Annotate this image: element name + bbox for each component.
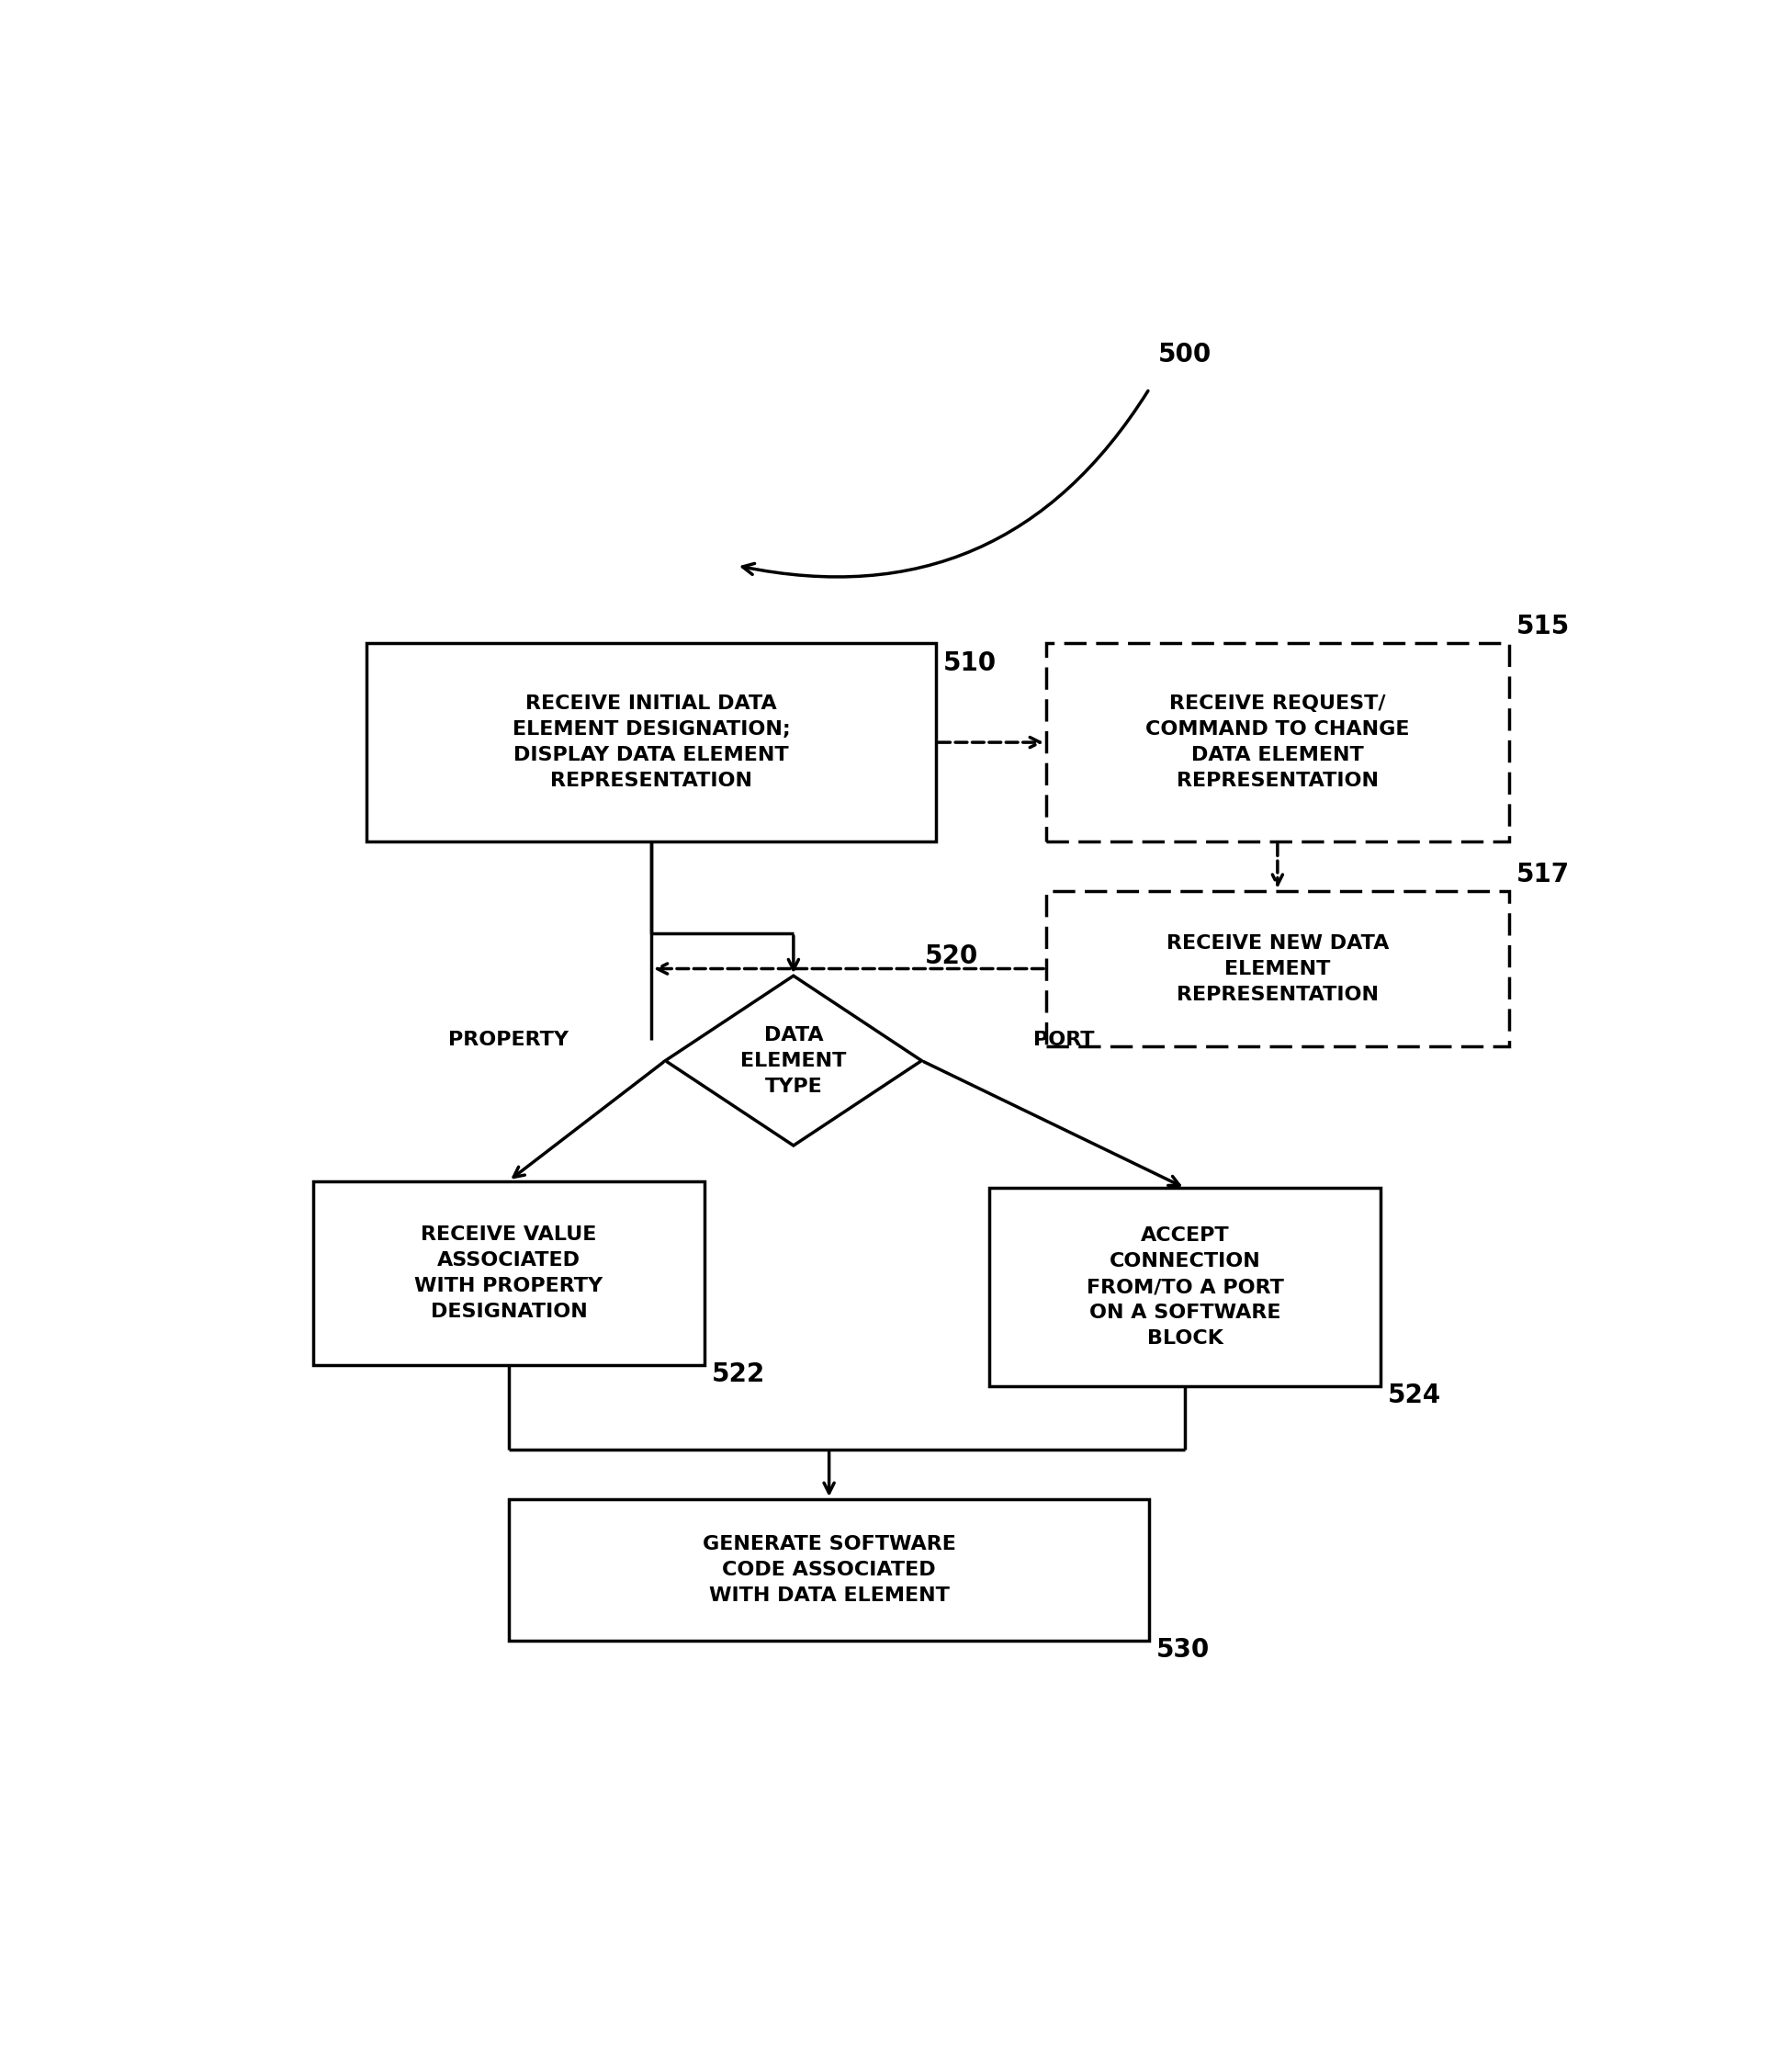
Bar xyxy=(366,643,935,841)
Bar xyxy=(509,1500,1149,1640)
Text: RECEIVE REQUEST/
COMMAND TO CHANGE
DATA ELEMENT
REPRESENTATION: RECEIVE REQUEST/ COMMAND TO CHANGE DATA … xyxy=(1145,694,1410,789)
Bar xyxy=(314,1182,704,1366)
Bar xyxy=(1047,643,1509,841)
Text: 522: 522 xyxy=(711,1361,765,1386)
Polygon shape xyxy=(665,975,921,1145)
Text: 530: 530 xyxy=(1156,1636,1210,1663)
Bar xyxy=(1047,890,1509,1047)
Bar xyxy=(989,1188,1382,1386)
Text: 510: 510 xyxy=(943,651,996,676)
Text: 520: 520 xyxy=(925,942,978,969)
Text: RECEIVE NEW DATA
ELEMENT
REPRESENTATION: RECEIVE NEW DATA ELEMENT REPRESENTATION xyxy=(1167,934,1389,1004)
Text: PORT: PORT xyxy=(1034,1031,1095,1050)
Text: RECEIVE VALUE
ASSOCIATED
WITH PROPERTY
DESIGNATION: RECEIVE VALUE ASSOCIATED WITH PROPERTY D… xyxy=(414,1225,602,1320)
Text: ACCEPT
CONNECTION
FROM/TO A PORT
ON A SOFTWARE
BLOCK: ACCEPT CONNECTION FROM/TO A PORT ON A SO… xyxy=(1086,1227,1283,1347)
Text: 500: 500 xyxy=(1158,341,1211,368)
Text: 524: 524 xyxy=(1387,1382,1441,1409)
Text: DATA
ELEMENT
TYPE: DATA ELEMENT TYPE xyxy=(740,1025,846,1095)
Text: GENERATE SOFTWARE
CODE ASSOCIATED
WITH DATA ELEMENT: GENERATE SOFTWARE CODE ASSOCIATED WITH D… xyxy=(702,1535,955,1605)
Text: 515: 515 xyxy=(1516,614,1570,640)
Text: 517: 517 xyxy=(1516,862,1570,888)
Text: RECEIVE INITIAL DATA
ELEMENT DESIGNATION;
DISPLAY DATA ELEMENT
REPRESENTATION: RECEIVE INITIAL DATA ELEMENT DESIGNATION… xyxy=(513,694,790,789)
Text: PROPERTY: PROPERTY xyxy=(448,1031,568,1050)
